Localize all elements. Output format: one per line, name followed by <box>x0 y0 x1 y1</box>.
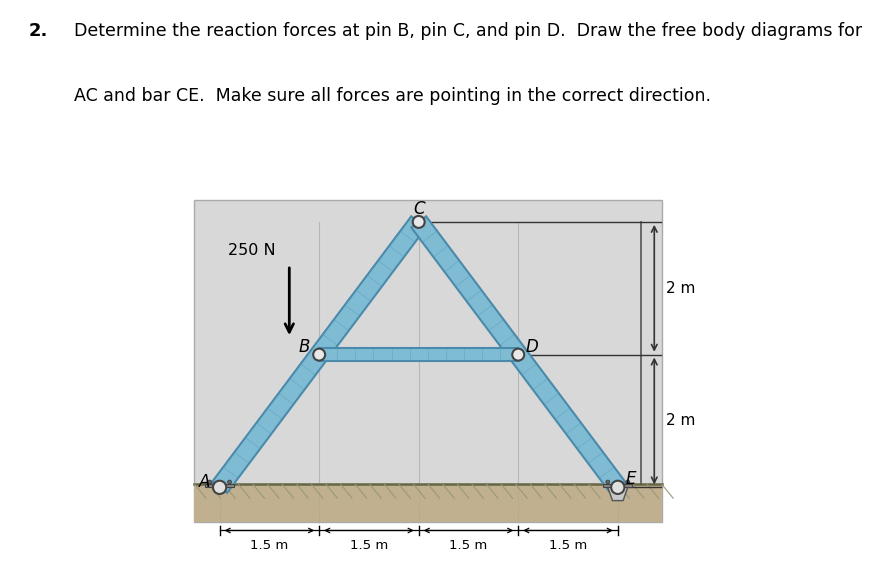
Text: 2 m: 2 m <box>666 414 695 428</box>
Bar <box>603 484 633 487</box>
Text: 250 N: 250 N <box>229 243 276 259</box>
Circle shape <box>626 480 630 484</box>
Text: B: B <box>299 338 310 355</box>
Circle shape <box>228 480 231 484</box>
Polygon shape <box>411 216 625 493</box>
Text: A: A <box>199 473 210 491</box>
Text: Determine the reaction forces at pin B, pin C, and pin D.  Draw the free body di: Determine the reaction forces at pin B, … <box>74 22 869 40</box>
Text: D: D <box>525 338 538 355</box>
Text: E: E <box>626 470 636 488</box>
Circle shape <box>413 216 425 228</box>
Circle shape <box>213 481 226 494</box>
Bar <box>195 200 662 522</box>
Text: 1.5 m: 1.5 m <box>549 539 587 552</box>
Text: 1.5 m: 1.5 m <box>350 539 388 552</box>
Circle shape <box>611 481 625 494</box>
Text: 1.5 m: 1.5 m <box>449 539 488 552</box>
Text: AC and bar CE.  Make sure all forces are pointing in the correct direction.: AC and bar CE. Make sure all forces are … <box>74 87 711 105</box>
Text: 2 m: 2 m <box>666 281 695 296</box>
Circle shape <box>208 480 212 484</box>
Polygon shape <box>319 348 518 361</box>
Circle shape <box>313 349 325 361</box>
Text: C: C <box>413 200 425 218</box>
Text: 1.5 m: 1.5 m <box>250 539 289 552</box>
Circle shape <box>606 480 610 484</box>
Polygon shape <box>212 216 426 493</box>
Circle shape <box>512 349 524 361</box>
Bar <box>195 484 662 522</box>
Bar <box>205 484 235 487</box>
Text: 2.: 2. <box>29 22 48 40</box>
Polygon shape <box>607 487 627 500</box>
